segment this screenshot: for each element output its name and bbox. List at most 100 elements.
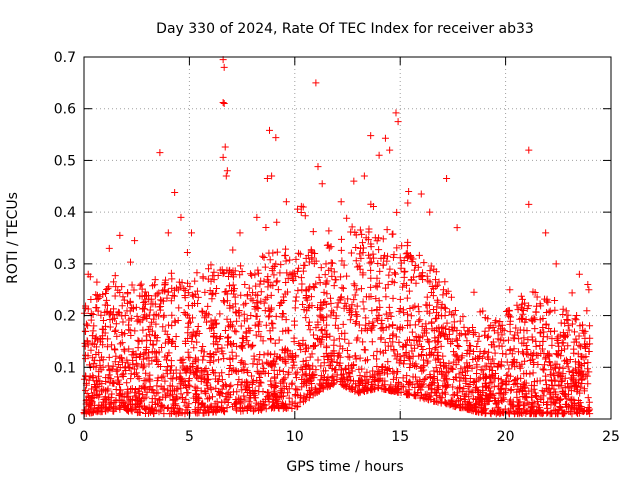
- data-point: [541, 361, 549, 369]
- data-point: [344, 375, 352, 383]
- data-point: [87, 409, 95, 417]
- data-point: [328, 374, 336, 382]
- data-point: [305, 321, 313, 329]
- data-point: [528, 403, 536, 411]
- data-point: [285, 394, 293, 402]
- data-point: [322, 330, 330, 338]
- data-point: [223, 395, 231, 403]
- data-point: [272, 382, 280, 390]
- data-point: [124, 385, 132, 393]
- data-point: [267, 335, 275, 343]
- data-point: [84, 322, 92, 330]
- data-point: [542, 229, 550, 237]
- data-point: [294, 287, 302, 295]
- data-point: [428, 283, 436, 291]
- data-point: [507, 387, 515, 395]
- data-point: [259, 252, 267, 260]
- data-point: [131, 237, 139, 245]
- data-point: [352, 244, 360, 252]
- data-point: [419, 345, 427, 353]
- data-point: [233, 317, 241, 325]
- data-point: [112, 283, 120, 291]
- data-point: [439, 323, 447, 331]
- data-point: [243, 405, 251, 413]
- data-point: [515, 335, 523, 343]
- data-point: [368, 323, 376, 331]
- data-point: [155, 396, 163, 404]
- x-axis-label: GPS time / hours: [286, 459, 403, 475]
- data-point: [329, 380, 337, 388]
- data-point: [128, 304, 136, 312]
- data-point: [437, 342, 445, 350]
- data-point: [479, 307, 487, 315]
- data-point: [88, 392, 96, 400]
- data-point: [483, 383, 491, 391]
- data-point: [171, 343, 179, 351]
- data-point: [356, 372, 364, 380]
- data-point: [168, 322, 176, 330]
- data-point: [489, 406, 497, 414]
- data-point: [99, 398, 107, 406]
- data-point: [496, 390, 504, 398]
- data-point: [502, 378, 510, 386]
- data-point: [202, 364, 210, 372]
- data-point: [481, 331, 489, 339]
- data-point: [505, 410, 513, 418]
- data-point: [288, 271, 296, 279]
- data-point: [198, 400, 206, 408]
- data-point: [282, 198, 290, 206]
- data-point: [338, 380, 346, 388]
- data-point: [167, 297, 175, 305]
- data-point: [455, 342, 463, 350]
- data-point: [363, 376, 371, 384]
- data-point: [233, 388, 241, 396]
- data-point: [229, 340, 237, 348]
- data-point: [180, 308, 188, 316]
- data-point: [455, 370, 463, 378]
- data-point: [127, 375, 135, 383]
- data-point: [237, 262, 245, 270]
- data-point: [196, 372, 204, 380]
- data-point: [106, 379, 114, 387]
- data-point: [171, 188, 179, 196]
- data-point: [341, 329, 349, 337]
- data-point: [312, 366, 320, 374]
- data-point: [285, 368, 293, 376]
- data-point: [383, 226, 391, 234]
- data-point: [526, 370, 534, 378]
- data-point: [360, 388, 368, 396]
- data-point: [322, 279, 330, 287]
- data-point: [269, 398, 277, 406]
- data-point: [325, 227, 333, 235]
- data-point: [114, 308, 122, 316]
- data-point: [210, 329, 218, 337]
- data-point: [452, 352, 460, 360]
- data-point: [236, 403, 244, 411]
- data-point: [532, 308, 540, 316]
- data-point: [343, 272, 351, 280]
- data-point: [403, 390, 411, 398]
- data-point: [367, 274, 375, 282]
- data-point: [317, 264, 325, 272]
- data-point: [321, 326, 329, 334]
- data-point: [534, 397, 542, 405]
- data-point: [132, 405, 140, 413]
- data-point: [154, 374, 162, 382]
- data-point: [341, 335, 349, 343]
- data-point: [325, 266, 333, 274]
- data-point: [106, 323, 114, 331]
- data-point: [105, 371, 113, 379]
- data-point: [92, 303, 100, 311]
- data-point: [431, 337, 439, 345]
- data-point: [248, 379, 256, 387]
- data-point: [430, 306, 438, 314]
- data-point: [221, 326, 229, 334]
- data-point: [89, 310, 97, 318]
- data-point: [381, 252, 389, 260]
- data-point: [463, 337, 471, 345]
- data-point: [410, 266, 418, 274]
- data-point: [238, 341, 246, 349]
- data-point: [184, 289, 192, 297]
- data-point: [192, 356, 200, 364]
